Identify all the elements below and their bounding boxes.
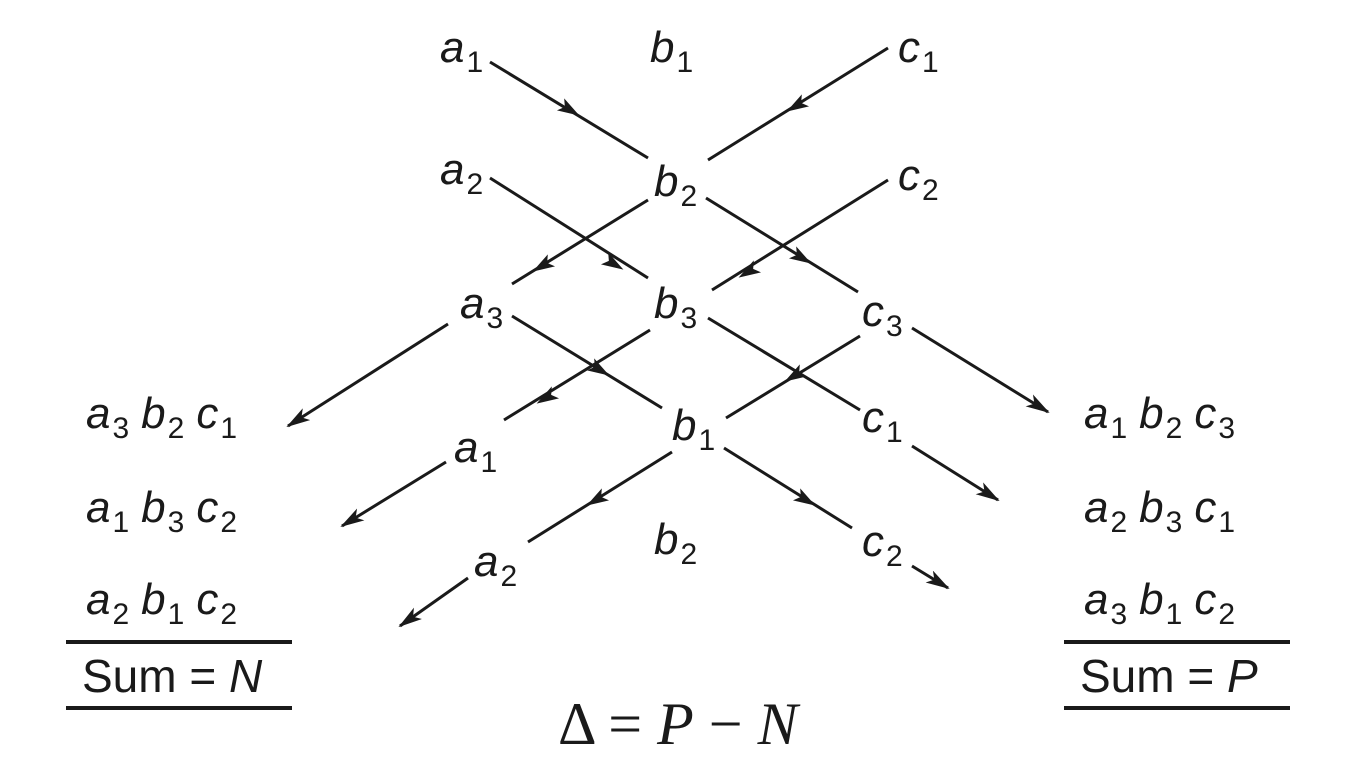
- mid-arrowheads: [532, 94, 816, 506]
- mid-arrowhead-3: [600, 252, 624, 270]
- entry-b2-r5: b2: [654, 515, 697, 571]
- positive-diagonal-3: [511, 314, 663, 410]
- entry-a3-r3: a3: [460, 279, 503, 335]
- entry-c2-r2: c2: [898, 151, 939, 207]
- left-sum: Sum = N: [82, 650, 263, 702]
- entry-c2-r5: c2: [862, 517, 903, 573]
- negative-diagonal-2: [711, 178, 889, 292]
- right-product-2: a2 b3 c1: [1084, 483, 1235, 539]
- positive-diagonal-2: [489, 176, 649, 280]
- negative-diagonal-1b: [511, 198, 649, 286]
- entry-b1-r1: b1: [650, 23, 693, 79]
- entry-b1-r4: b1: [672, 401, 715, 457]
- grid-labels: a1 b1 c1 a2 b2 c2 a3 b3 c3 a1 b1 c1 a2 b2 c2: [440, 23, 939, 593]
- entry-c1-r4: c1: [862, 393, 903, 449]
- mid-arrowhead-11: [792, 488, 816, 506]
- right-sum: Sum = P: [1080, 650, 1258, 702]
- entry-a1-r1: a1: [440, 23, 483, 79]
- left-product-1: a3 b2 c1: [86, 389, 237, 445]
- right-products: a1 b2 c3 a2 b3 c1 a3 b1 c2: [1084, 389, 1235, 631]
- left-products: a3 b2 c1 a1 b3 c2 a2 b1 c2: [86, 389, 237, 631]
- negative-diagonal-2c: [340, 460, 447, 528]
- right-product-3: a3 b1 c2: [1084, 575, 1235, 631]
- positive-diagonal-2c: [911, 444, 1000, 502]
- mid-arrowhead-8: [536, 386, 560, 404]
- entry-a2-r2: a2: [440, 145, 483, 201]
- formula-p: P: [656, 691, 694, 757]
- formula-n: N: [757, 691, 801, 757]
- mid-arrowhead-5: [532, 254, 556, 272]
- left-product-2: a1 b3 c2: [86, 483, 237, 539]
- entry-b3-r3: b3: [654, 279, 697, 335]
- left-product-3: a2 b1 c2: [86, 575, 237, 631]
- negative-diagonal-1c: [286, 322, 449, 428]
- mid-arrowhead-2: [786, 94, 810, 112]
- mid-arrowhead-6: [738, 260, 762, 278]
- entry-a2-r5: a2: [474, 537, 517, 593]
- mid-arrowhead-9: [784, 364, 808, 382]
- entry-b2-r2: b2: [654, 157, 697, 213]
- entry-a1-r4: a1: [454, 423, 497, 479]
- positive-diagonal-3b: [723, 446, 853, 530]
- entry-c3-r3: c3: [862, 287, 903, 343]
- negative-diagonal-3c: [398, 576, 469, 628]
- delta-symbol: Δ: [558, 691, 595, 757]
- mid-arrowhead-1: [556, 98, 580, 116]
- mid-arrowhead-7: [586, 358, 610, 376]
- determinant-formula: Δ = P − N: [558, 691, 801, 757]
- positive-diagonal-2b: [707, 316, 861, 412]
- negative-diagonal-2b: [503, 328, 651, 422]
- positive-diagonal-1c: [911, 326, 1050, 414]
- mid-arrowhead-4: [788, 246, 812, 264]
- mid-arrowhead-10: [586, 488, 610, 506]
- right-product-1: a1 b2 c3: [1084, 389, 1235, 445]
- positive-diagonal-3c: [911, 564, 950, 590]
- entry-c1-r1: c1: [898, 23, 939, 79]
